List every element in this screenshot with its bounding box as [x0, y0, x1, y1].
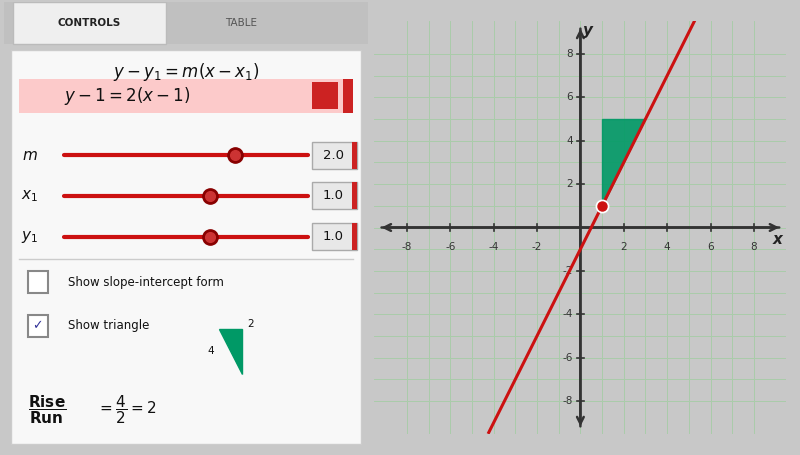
Text: 8: 8 — [750, 242, 757, 252]
Text: -4: -4 — [489, 242, 499, 252]
Text: ✓: ✓ — [33, 319, 43, 332]
FancyBboxPatch shape — [311, 182, 357, 209]
Text: 2: 2 — [566, 179, 573, 189]
FancyBboxPatch shape — [28, 271, 48, 293]
Text: -2: -2 — [532, 242, 542, 252]
FancyBboxPatch shape — [311, 142, 357, 169]
Text: 6: 6 — [566, 92, 573, 102]
Text: x: x — [773, 232, 782, 247]
FancyBboxPatch shape — [11, 50, 361, 444]
Text: 2.0: 2.0 — [323, 149, 344, 162]
Text: -8: -8 — [562, 396, 573, 406]
Text: 4: 4 — [664, 242, 670, 252]
Bar — [352, 142, 357, 169]
Text: $\dfrac{\mathbf{Rise}}{\mathbf{Run}}$: $\dfrac{\mathbf{Rise}}{\mathbf{Run}}$ — [28, 394, 66, 426]
Bar — [352, 182, 357, 209]
Text: $\mathit{m}$: $\mathit{m}$ — [22, 148, 38, 163]
Polygon shape — [602, 119, 646, 206]
Text: 1.0: 1.0 — [323, 230, 344, 243]
Text: -4: -4 — [562, 309, 573, 319]
Text: 4: 4 — [566, 136, 573, 146]
Text: TABLE: TABLE — [225, 19, 257, 29]
Text: $\mathit{y}_1$: $\mathit{y}_1$ — [21, 228, 38, 244]
Text: -2: -2 — [562, 266, 573, 276]
Text: $= \dfrac{4}{2} = 2$: $= \dfrac{4}{2} = 2$ — [97, 394, 156, 426]
Bar — [4, 2, 368, 44]
Bar — [352, 223, 357, 250]
Text: -6: -6 — [562, 353, 573, 363]
Text: y: y — [583, 23, 593, 38]
Bar — [311, 82, 338, 109]
Polygon shape — [218, 329, 242, 374]
Text: CONTROLS: CONTROLS — [58, 19, 121, 29]
FancyBboxPatch shape — [28, 315, 48, 337]
Text: 4: 4 — [208, 346, 214, 356]
Text: $\mathit{x}_1$: $\mathit{x}_1$ — [21, 188, 38, 204]
Text: $\mathit{y} - \mathit{y}_1 = \mathit{m}(\mathit{x} - \mathit{x}_1)$: $\mathit{y} - \mathit{y}_1 = \mathit{m}(… — [113, 61, 259, 83]
FancyBboxPatch shape — [13, 2, 166, 44]
Text: -6: -6 — [445, 242, 455, 252]
Text: -8: -8 — [402, 242, 412, 252]
Text: 6: 6 — [707, 242, 714, 252]
Text: Show slope-intercept form: Show slope-intercept form — [68, 276, 223, 288]
Text: 8: 8 — [566, 49, 573, 59]
Text: 1.0: 1.0 — [323, 189, 344, 202]
Text: Show triangle: Show triangle — [68, 319, 149, 332]
Bar — [342, 79, 354, 113]
FancyBboxPatch shape — [311, 223, 357, 250]
Text: $\mathit{y} - 1 = 2(\mathit{x} - 1)$: $\mathit{y} - 1 = 2(\mathit{x} - 1)$ — [65, 85, 191, 106]
Bar — [18, 79, 354, 113]
Text: 2: 2 — [621, 242, 627, 252]
Text: 2: 2 — [247, 319, 254, 329]
